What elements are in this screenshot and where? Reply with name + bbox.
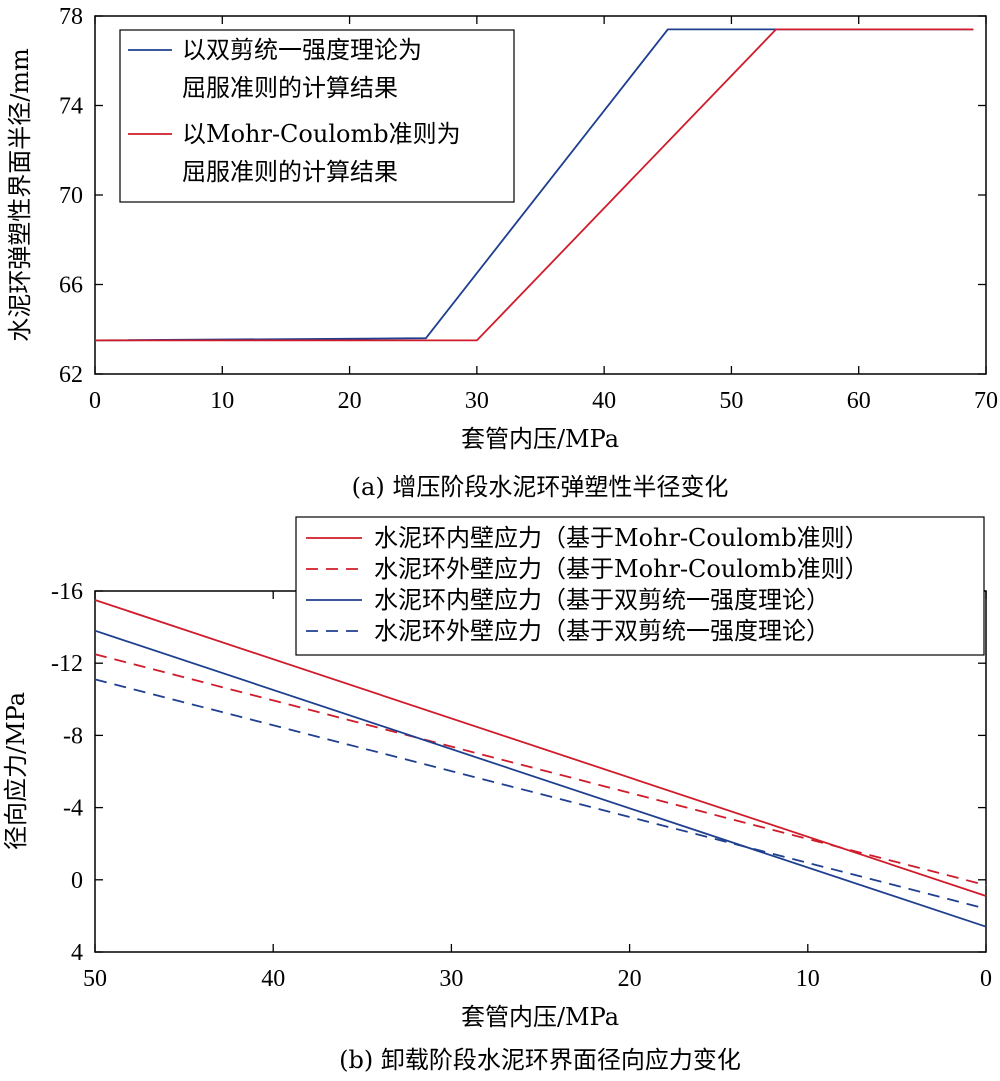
chart-a-lines — [94, 28, 974, 342]
chart-b-ticks: 50 40 30 20 10 040-4-8-12-16 — [51, 579, 992, 992]
chart-b-legend-label-3: 水泥环内壁应力（基于双剪统一强度理论） — [374, 586, 830, 614]
chart-a-xtick-label: 30 — [465, 388, 489, 414]
chart-a-legend-label-1: 屈服准则的计算结果 — [182, 74, 398, 102]
chart-a-legend-box — [119, 29, 515, 203]
chart-a-caption: (a) 增压阶段水泥环弹塑性半径变化 — [352, 473, 729, 501]
chart-b-xtick-label: 0 — [980, 966, 992, 992]
chart-b-ytick-label: -8 — [63, 723, 83, 749]
chart-a: 0 10 20 30 40 50 60 70 62 66 70 74 78 套管内压/MPa 水泥环弹塑… — [6, 4, 998, 501]
chart-a-xlabel: 套管内压/MPa — [461, 425, 619, 453]
chart-b-xlabel: 套管内压/MPa — [461, 1003, 619, 1031]
chart-b-xtick-label: 40 — [261, 966, 285, 992]
chart-b-series-4-line — [94, 678, 987, 910]
chart-a-xtick-label: 10 — [210, 388, 234, 414]
chart-b-ylabel: 径向应力/MPa — [2, 692, 30, 850]
chart-a-ytick-label: 70 — [59, 183, 83, 209]
chart-a-legend-label-2: 以Mohr-Coulomb准则为 — [182, 120, 461, 148]
chart-a-ytick-label: 74 — [59, 94, 83, 120]
chart-b-legend-label-2: 水泥环外壁应力（基于Mohr-Coulomb准则） — [374, 555, 869, 583]
chart-b-xtick-label: 50 — [83, 966, 107, 992]
chart-b-caption: (b) 卸载阶段水泥环界面径向应力变化 — [339, 1046, 741, 1074]
chart-a-ytick-label: 78 — [59, 4, 83, 30]
chart-a-ytick-label: 66 — [59, 273, 83, 299]
chart-a-xtick-label: 20 — [338, 388, 362, 414]
chart-b-ytick-label: -12 — [51, 651, 83, 677]
chart-b-ytick-label: -16 — [51, 579, 83, 605]
chart-a-legend-label-2: 屈服准则的计算结果 — [182, 158, 398, 186]
chart-a-ylabel: 水泥环弹塑性界面半径/mm — [6, 48, 34, 342]
chart-a-xtick-label: 40 — [592, 388, 616, 414]
chart-b-legend-label-4: 水泥环外壁应力（基于双剪统一强度理论） — [374, 617, 830, 645]
chart-a-legend: 以双剪统一强度理论为屈服准则的计算结果以Mohr-Coulomb准则为屈服准则的… — [119, 29, 515, 203]
chart-b-legend-box — [295, 516, 985, 656]
chart-b-xtick-label: 30 — [439, 966, 463, 992]
chart-b: 50 40 30 20 10 040-4-8-12-16 套管内压/MPa 径向应力/MP… — [2, 516, 992, 1074]
chart-b-legend-label-1: 水泥环内壁应力（基于Mohr-Coulomb准则） — [374, 524, 869, 552]
chart-b-lines — [94, 599, 987, 928]
chart-a-series-2-line — [95, 28, 974, 342]
chart-a-xtick-label: 70 — [974, 388, 998, 414]
chart-b-ytick-label: -4 — [63, 796, 83, 822]
chart-a-legend-label-1: 以双剪统一强度理论为 — [182, 36, 422, 64]
chart-a-ticks: 0 10 20 30 40 50 60 70 62 66 70 74 78 — [59, 4, 998, 414]
chart-b-xtick-label: 20 — [618, 966, 642, 992]
chart-b-ytick-label: 4 — [71, 940, 83, 966]
chart-a-xtick-label: 60 — [847, 388, 871, 414]
chart-b-series-3-line — [94, 629, 987, 928]
chart-b-legend: 水泥环内壁应力（基于Mohr-Coulomb准则） 水泥环外壁应力（基于Mohr-… — [295, 516, 985, 656]
chart-a-xtick-label: 0 — [89, 388, 101, 414]
chart-b-xtick-label: 10 — [796, 966, 820, 992]
chart-a-ytick-label: 62 — [59, 362, 83, 388]
chart-b-ytick-label: 0 — [71, 868, 83, 894]
chart-a-xtick-label: 50 — [719, 388, 743, 414]
chart-b-series-2-line — [94, 653, 987, 887]
